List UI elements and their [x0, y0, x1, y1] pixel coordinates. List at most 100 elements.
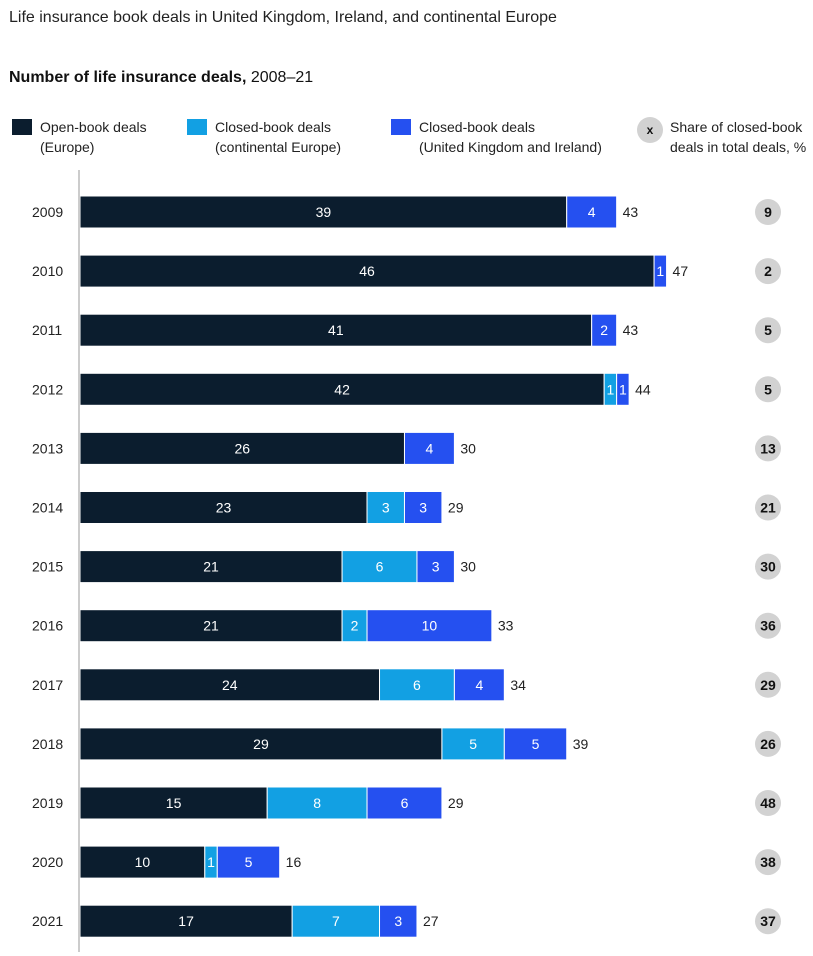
subtitle-rest: 2008–21 [246, 69, 314, 86]
bar-open [79, 727, 443, 761]
share-value: 13 [760, 440, 776, 456]
legend-open-line1: Open-book deals [40, 119, 147, 135]
bar-total-label: 44 [635, 381, 651, 397]
legend-closed-cont-line1: Closed-book deals [215, 119, 331, 135]
share-circle [755, 671, 781, 698]
bar-value-label: 5 [469, 736, 477, 752]
year-label: 2014 [32, 500, 63, 516]
bar-open [79, 904, 293, 938]
bar-total-label: 30 [460, 559, 476, 575]
bar-closed-uk [616, 372, 630, 406]
bar-value-label: 3 [382, 500, 390, 516]
bar-value-label: 4 [475, 677, 483, 693]
bar-closed-uk [379, 904, 418, 938]
bar-closed-uk [503, 727, 568, 761]
bar-value-label: 6 [413, 677, 421, 693]
share-circle [755, 790, 781, 816]
share-circle [755, 258, 781, 285]
bar-value-label: 6 [401, 795, 409, 811]
bar-value-label: 24 [222, 677, 238, 693]
bar-closed-uk [403, 491, 443, 524]
bar-total-label: 29 [448, 500, 464, 516]
bar-closed-uk [453, 668, 505, 702]
bar-value-label: 46 [359, 263, 375, 279]
bar-value-label: 2 [600, 322, 608, 338]
chart-subtitle: Number of life insurance deals, 2008–21 [9, 69, 313, 87]
share-value: 9 [764, 204, 772, 220]
bar-value-label: 2 [351, 618, 359, 634]
share-circle [755, 435, 781, 462]
bar-closed-continental [291, 904, 381, 938]
bar-closed-uk [366, 786, 443, 820]
bar-value-label: 3 [394, 913, 402, 929]
legend-share-circle: x [637, 117, 663, 143]
bar-value-label: 1 [656, 263, 664, 279]
bar-value-label: 1 [619, 381, 627, 397]
share-circle [755, 494, 781, 521]
bar-total-label: 43 [623, 322, 639, 338]
year-label: 2021 [32, 913, 63, 929]
year-label: 2020 [32, 854, 63, 870]
bar-closed-continental [341, 609, 368, 643]
bar-value-label: 39 [316, 204, 332, 220]
bar-value-label: 26 [234, 440, 250, 456]
year-label: 2010 [32, 263, 63, 279]
bar-open [79, 609, 343, 643]
bar-value-label: 41 [328, 322, 344, 338]
share-circle [755, 612, 781, 639]
bar-open [79, 372, 605, 406]
share-value: 38 [760, 854, 776, 870]
bar-closed-uk [366, 609, 493, 643]
bar-total-label: 29 [448, 795, 464, 811]
bar-value-label: 3 [419, 500, 427, 516]
bar-closed-uk [591, 313, 618, 347]
bar-closed-continental [341, 550, 418, 584]
bar-total-label: 39 [573, 736, 589, 752]
share-circle [755, 317, 781, 344]
bar-open [79, 845, 206, 879]
bar-total-label: 43 [623, 204, 639, 220]
bar-value-label: 10 [422, 618, 438, 634]
year-label: 2015 [32, 559, 63, 575]
bar-value-label: 1 [607, 381, 615, 397]
bar-total-label: 34 [510, 677, 526, 693]
share-value: 48 [760, 795, 776, 811]
bar-closed-uk [566, 195, 618, 229]
bar-total-label: 27 [423, 913, 439, 929]
bar-closed-uk [416, 550, 455, 584]
bar-value-label: 29 [253, 736, 269, 752]
legend-share-line1: Share of closed-book [670, 119, 803, 135]
bar-value-label: 7 [332, 913, 340, 929]
year-label: 2013 [32, 440, 63, 456]
share-circle [755, 199, 781, 225]
bar-value-label: 3 [432, 559, 440, 575]
bar-value-label: 10 [135, 854, 151, 870]
chart-title: Life insurance book deals in United King… [9, 9, 557, 26]
bar-open [79, 431, 405, 465]
subtitle-bold: Number of life insurance deals, [9, 69, 247, 86]
share-circle [755, 376, 781, 403]
bar-value-label: 42 [334, 381, 350, 397]
bar-value-label: 8 [313, 795, 321, 811]
bar-closed-continental [266, 786, 368, 820]
legend-closed-uk-line2: (United Kingdom and Ireland) [419, 139, 602, 155]
bar-total-label: 33 [498, 618, 514, 634]
year-label: 2012 [32, 381, 63, 397]
bar-total-label: 30 [460, 440, 476, 456]
bar-value-label: 5 [245, 854, 253, 870]
legend-closed-uk-line1: Closed-book deals [419, 119, 535, 135]
legend-open-line2: (Europe) [40, 139, 95, 155]
share-value: 37 [760, 913, 776, 929]
legend-share-line2: deals in total deals, % [670, 139, 807, 155]
share-value: 21 [760, 500, 776, 516]
year-label: 2019 [32, 795, 63, 811]
share-circle [755, 730, 781, 757]
legend-closed-cont-line2: (continental Europe) [215, 139, 342, 155]
year-label: 2018 [32, 736, 63, 752]
year-label: 2011 [32, 322, 62, 338]
share-circle [755, 553, 781, 580]
year-label: 2009 [32, 204, 63, 220]
share-value: 29 [760, 677, 776, 693]
bar-closed-uk [403, 431, 455, 465]
bar-closed-uk [216, 845, 281, 879]
